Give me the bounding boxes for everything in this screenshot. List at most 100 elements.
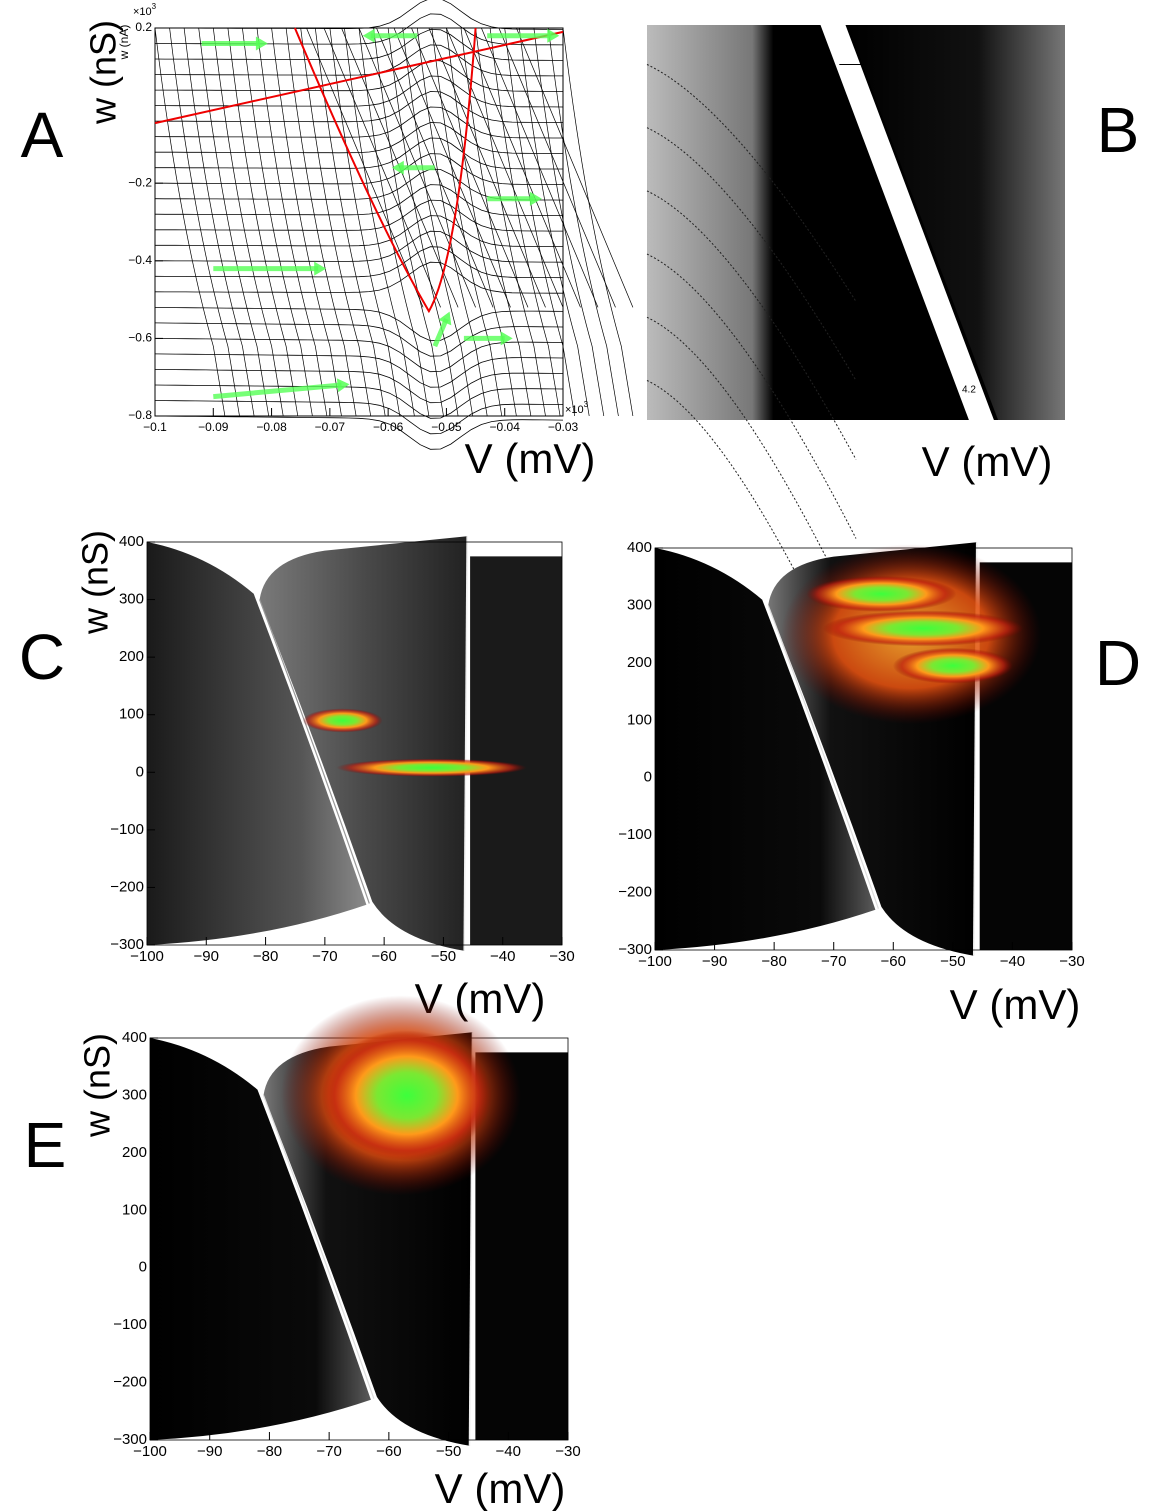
arrow-head — [547, 28, 560, 43]
x-tick-label: −40 — [490, 948, 515, 965]
trajectory — [344, 27, 415, 417]
trajectory — [154, 184, 563, 216]
threshold-line — [463, 536, 468, 951]
x-tick-label: −100 — [638, 953, 672, 970]
inset-label: 4.2 — [962, 385, 976, 396]
plot-frame — [654, 547, 1073, 951]
y-tick-label: −0.2 — [128, 175, 152, 189]
nullcline-w — [154, 30, 564, 125]
x-tick-label: −60 — [371, 948, 396, 965]
y-tick-label: −300 — [110, 936, 144, 953]
y-tick-label: −0.8 — [128, 408, 152, 422]
trajectory — [562, 27, 634, 417]
y-tick-label: −200 — [110, 878, 144, 895]
trajectory — [411, 27, 529, 308]
x-tick-label: −80 — [253, 948, 278, 965]
y-tick-label: −200 — [113, 1374, 147, 1391]
trajectory — [242, 27, 313, 417]
y-tick-label: 100 — [119, 706, 144, 723]
trajectory — [212, 27, 284, 417]
panel: −100 −90 −80 −70 −60 −50 −40 −30 −300 −200 −100 0 10… — [24, 995, 581, 1511]
x-tick-label: −0.05 — [431, 420, 462, 434]
trajectory — [329, 27, 401, 417]
activity-blob — [892, 647, 1013, 684]
arrow-head — [336, 378, 350, 393]
y-axis-title: w (nS) — [77, 1033, 118, 1138]
y-axis-overlay: w (nA) — [117, 25, 131, 61]
x-tick-label: −90 — [197, 1443, 222, 1460]
trajectory — [154, 338, 564, 373]
activity-blob — [336, 758, 527, 777]
trajectory — [198, 27, 270, 417]
x-tick-label: −50 — [436, 1443, 461, 1460]
y-tick-label: 300 — [627, 596, 652, 613]
y-tick-label: 400 — [627, 539, 652, 556]
trajectory — [358, 27, 430, 417]
activity-blob — [302, 708, 383, 733]
trajectory — [154, 353, 564, 388]
y-tick-label: 200 — [119, 648, 144, 665]
trajectory — [155, 199, 563, 232]
trajectory — [463, 27, 581, 308]
trajectory — [155, 75, 564, 108]
gap-stripe — [820, 25, 994, 420]
trajectory — [314, 27, 386, 417]
y-tick-label: 0 — [139, 1259, 147, 1276]
trajectory — [300, 27, 372, 417]
x-tick-label: −30 — [555, 1443, 580, 1460]
x-tick-label: −40 — [496, 1443, 521, 1460]
panel-label: B — [1097, 94, 1140, 166]
panel-label: D — [1095, 627, 1141, 699]
y-tick-label: 400 — [119, 533, 144, 550]
x-tick-label: −90 — [194, 948, 219, 965]
x-tick-label: −0.07 — [315, 420, 346, 434]
density-right — [470, 556, 562, 945]
trajectory — [154, 322, 564, 357]
contour — [646, 127, 857, 381]
x-tick-label: −90 — [702, 953, 727, 970]
panel-label: E — [24, 1109, 67, 1181]
y-tick-label: 100 — [122, 1201, 147, 1218]
trajectory — [516, 27, 634, 308]
trajectory — [518, 27, 590, 417]
trajectory — [227, 27, 299, 417]
y-tick-label: −300 — [618, 941, 652, 958]
y-tick-label: −100 — [113, 1316, 147, 1333]
plot-area — [154, 27, 564, 417]
x-tick-label: −70 — [312, 948, 337, 965]
trajectory — [154, 246, 564, 279]
y-tick-label: 400 — [122, 1029, 147, 1046]
nullcline-v — [293, 27, 477, 314]
trajectory — [446, 27, 517, 417]
trajectory — [387, 27, 459, 417]
trajectory — [533, 27, 605, 417]
trajectory — [155, 230, 564, 263]
y-tick-label: −0.6 — [128, 331, 152, 345]
x-tick-label: −0.1 — [143, 420, 167, 434]
y-tick-label: 200 — [122, 1144, 147, 1161]
arrow-head — [438, 311, 452, 326]
multiplier-exp: 3 — [152, 2, 157, 11]
x-tick-label: −50 — [431, 948, 456, 965]
activity-blob — [806, 575, 957, 612]
separatrix — [259, 599, 370, 904]
x-multiplier: ×103 — [565, 400, 589, 416]
y-tick-label: 200 — [627, 654, 652, 671]
trajectory — [498, 27, 616, 308]
trajectory — [154, 415, 564, 450]
separatrix — [262, 1095, 375, 1399]
x-tick-label: −70 — [316, 1443, 341, 1460]
trajectory — [155, 0, 564, 30]
trajectory — [446, 27, 564, 308]
y-tick-label: −200 — [618, 884, 652, 901]
y-tick-label: 0.2 — [135, 20, 152, 34]
activity-blob — [321, 1030, 492, 1161]
trajectory — [154, 307, 564, 342]
trajectory — [489, 27, 561, 417]
flow-arrow — [432, 318, 449, 348]
plot-frame — [146, 541, 563, 946]
contour — [646, 64, 857, 302]
trajectory — [431, 27, 503, 417]
x-tick-label: −0.08 — [256, 420, 287, 434]
